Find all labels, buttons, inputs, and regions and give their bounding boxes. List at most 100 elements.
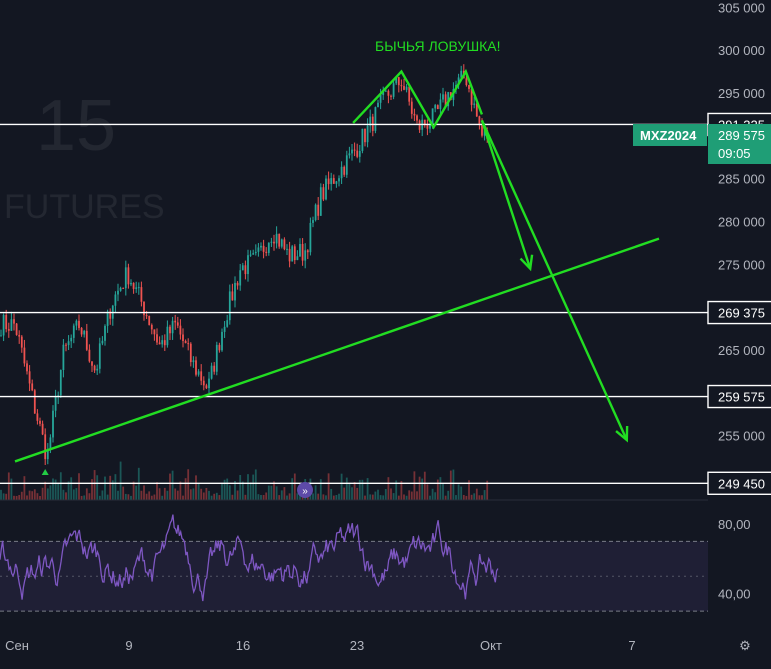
volume-bar	[161, 495, 164, 500]
candle-body	[348, 153, 351, 156]
volume-bar	[356, 487, 359, 500]
volume-bar	[291, 478, 294, 500]
volume-bar	[335, 494, 338, 500]
candle-body	[332, 178, 335, 184]
candle-body	[283, 239, 286, 250]
volume-bar	[384, 489, 387, 500]
candle-body	[260, 245, 262, 248]
volume-bar	[353, 482, 356, 500]
candle-body	[312, 220, 314, 223]
volume-bar	[208, 490, 210, 500]
level-price-label: 259 575	[718, 390, 765, 405]
candle-body	[202, 380, 205, 386]
volume-bar	[101, 490, 104, 500]
event-marker[interactable]	[297, 482, 313, 498]
volume-bar	[49, 485, 52, 500]
candle-body	[395, 77, 398, 84]
volume-bar	[10, 478, 13, 500]
candle-body	[31, 383, 34, 391]
volume-bar	[416, 491, 418, 500]
volume-bar	[226, 478, 229, 500]
candle-body	[78, 320, 80, 328]
candle-body	[161, 340, 164, 345]
volume-bar	[470, 494, 473, 500]
candle-body	[75, 320, 78, 326]
candle-body	[140, 287, 143, 302]
volume-bar	[351, 487, 353, 500]
volume-bar	[247, 474, 249, 500]
volume-bar	[275, 486, 278, 500]
candle-body	[117, 290, 119, 295]
drawings[interactable]	[14, 68, 660, 463]
candle-body	[262, 245, 265, 252]
watermark-market: FUTURES	[4, 188, 165, 226]
candle-body	[299, 243, 301, 257]
candle-body	[483, 130, 486, 136]
volume-bar	[439, 477, 442, 500]
candle-body	[257, 247, 260, 252]
volume-bar	[286, 495, 288, 500]
volume-bar	[135, 485, 138, 500]
candle-body	[127, 267, 130, 285]
volume-bar	[288, 493, 291, 500]
volume-bar	[221, 482, 223, 500]
volume-bar	[189, 489, 192, 500]
volume-bar	[166, 490, 169, 500]
candle-body	[322, 187, 325, 200]
candle-body	[174, 320, 177, 323]
candle-body	[176, 322, 179, 326]
volume-bar	[28, 490, 31, 500]
candle-body	[184, 340, 187, 344]
volume-bar	[366, 478, 369, 500]
candle-body	[244, 265, 247, 275]
candle-body	[478, 116, 481, 126]
volume-bar	[182, 495, 184, 500]
volume-bar	[455, 495, 457, 500]
volume-bar	[75, 488, 78, 500]
candle-body	[340, 166, 343, 179]
volume-bar	[296, 493, 299, 500]
volume-bar	[132, 481, 135, 500]
price-axis[interactable]: 305 000 300 000 295 000 285 000 280 000 275 0…	[707, 0, 771, 602]
settings-icon[interactable]: ⚙	[739, 638, 751, 653]
candle-body	[345, 155, 348, 175]
candle-body	[46, 449, 49, 460]
candle-body	[169, 326, 171, 334]
volume-bar	[395, 480, 398, 500]
volume-bar	[410, 491, 413, 500]
candle-body	[65, 344, 67, 346]
volume-bar	[457, 484, 460, 500]
volume-bar	[382, 495, 385, 500]
candle-body	[23, 347, 26, 364]
bull-trap-annotation: БЫЧЬЯ ЛОВУШКА!	[375, 38, 501, 54]
volume-bar	[33, 489, 36, 500]
candle-body	[416, 115, 418, 121]
candle-body	[317, 204, 320, 216]
candle-body	[215, 344, 218, 372]
candle-body	[171, 320, 174, 334]
candle-body	[132, 282, 135, 289]
candle-body	[371, 116, 374, 131]
candle-body	[247, 255, 249, 275]
candle-body	[379, 95, 382, 103]
ticker-badge: MXZ2024 289 575 09:05	[633, 124, 771, 164]
volume-bar	[358, 479, 361, 500]
horizontal-levels[interactable]	[0, 123, 708, 484]
level-price-label: 269 375	[718, 306, 765, 321]
volume-bar	[65, 492, 67, 500]
volume-bar	[327, 473, 330, 500]
volume-bar	[317, 493, 320, 500]
candle-body	[405, 86, 408, 90]
volume-bar	[140, 490, 143, 500]
volume-bar	[88, 493, 91, 500]
candle-body	[231, 291, 234, 301]
volume-bar	[150, 495, 153, 500]
ticker-symbol-box	[633, 124, 707, 146]
volume-bar	[475, 488, 478, 500]
candle-body	[460, 70, 463, 78]
price-tick-label: 295 000	[718, 86, 765, 101]
volume-bar	[187, 469, 190, 500]
time-axis[interactable]: Сен 9 16 23 Окт 7	[5, 638, 636, 653]
volume-bar	[371, 494, 374, 500]
